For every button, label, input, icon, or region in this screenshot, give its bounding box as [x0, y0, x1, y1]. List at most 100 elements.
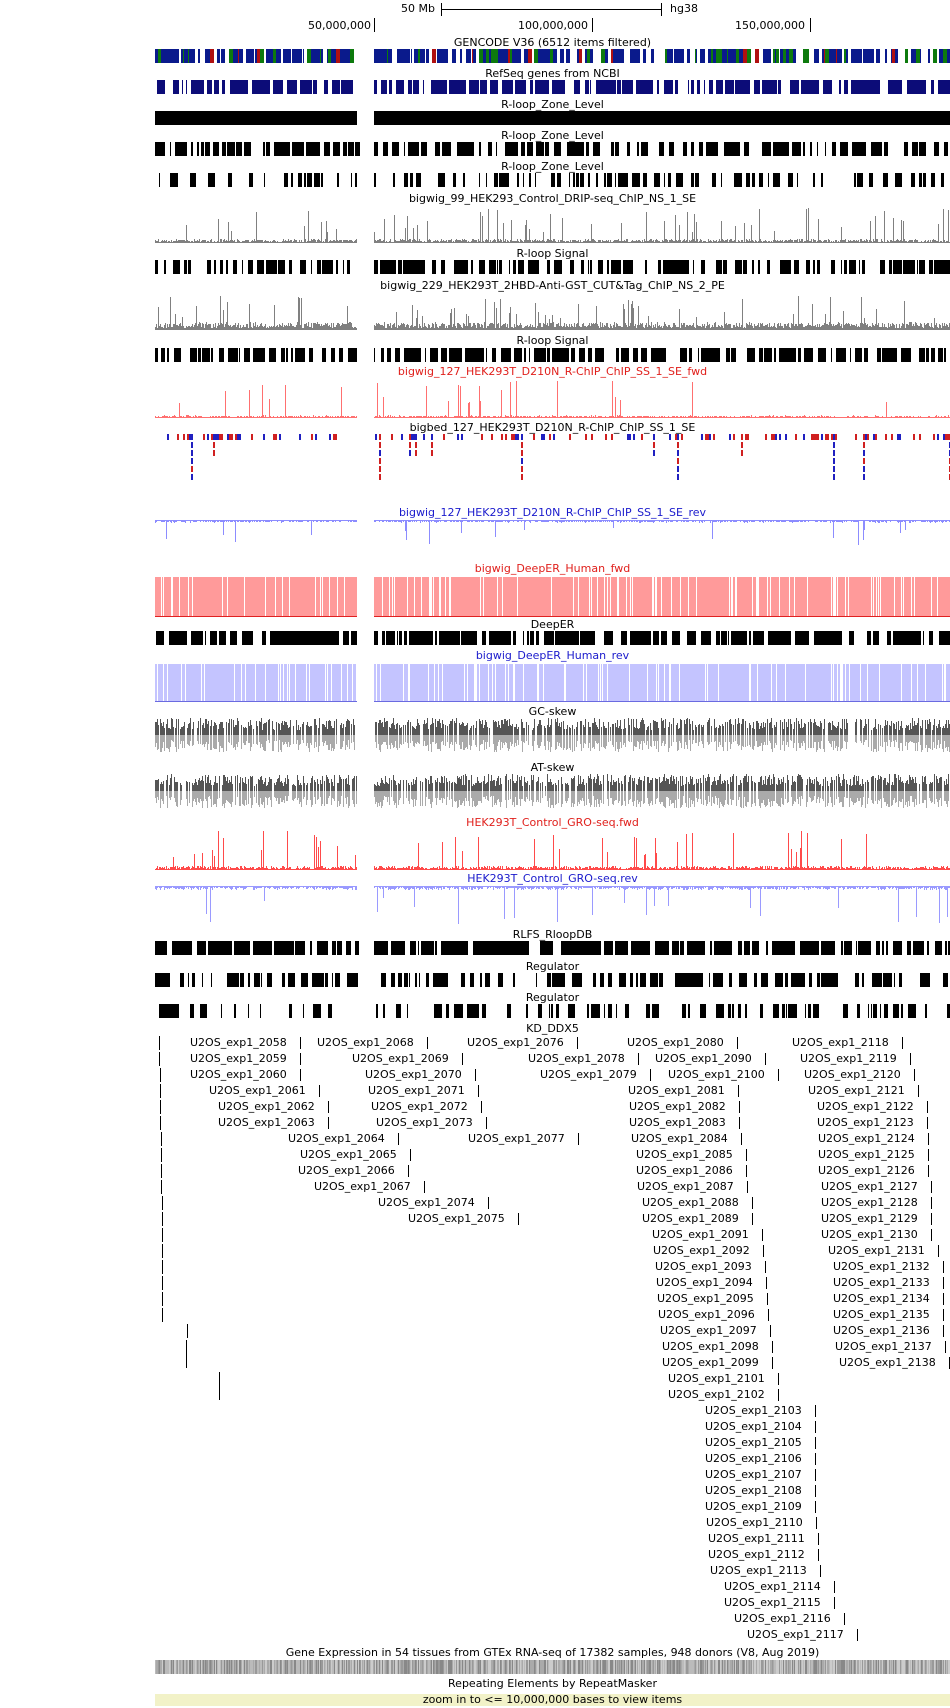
- gencode-gene: [481, 49, 483, 63]
- rchip-rev-bar: [582, 520, 583, 522]
- rloop-signal-feature: [708, 348, 712, 362]
- drip-signal-bar: [939, 242, 940, 243]
- rchip-rev-bar: [424, 520, 425, 522]
- deeper-fwd-bar: [574, 577, 575, 617]
- track-title-gro-fwd[interactable]: HEK293T_Control_GRO-seq.fwd: [466, 816, 639, 829]
- rchip-rev-bar: [562, 520, 563, 522]
- rloop-signal-2-track[interactable]: [155, 348, 946, 362]
- track-title-rloop-signal-2[interactable]: R-loop Signal: [516, 334, 589, 347]
- cut-signal-bar: [210, 324, 211, 330]
- rchip-rev-signal[interactable]: [155, 520, 950, 545]
- track-title-rloop-zone-2[interactable]: R-loop_Zone_Level: [501, 129, 604, 142]
- deeper-fwd-bar: [242, 577, 243, 617]
- rchip-rev-bar: [791, 520, 792, 522]
- deeper-fwd-bar: [410, 577, 411, 617]
- rloop-zone-2-track[interactable]: [155, 142, 948, 156]
- drip-signal-bar: [755, 240, 756, 243]
- rloop-zone-1-track[interactable]: [155, 111, 950, 125]
- drip-signal-bar: [520, 239, 521, 243]
- deeper-fwd-bar: [401, 577, 402, 617]
- gencode-gene: [611, 49, 613, 63]
- rchip-fwd-bar: [855, 417, 856, 418]
- deeper-fwd-bar: [191, 577, 192, 617]
- track-title-kd-ddx5[interactable]: KD_DDX5: [526, 1022, 579, 1035]
- cut-signal-bar: [762, 323, 763, 330]
- track-title-rloop-zone-3[interactable]: R-loop_Zone_Level: [501, 160, 604, 173]
- drip-signal-bar: [426, 242, 427, 243]
- drip-signal-bar: [705, 241, 706, 243]
- rchip-rev-bar: [326, 520, 327, 522]
- rchip-fwd-bar: [331, 417, 332, 418]
- rchip-fwd-bar: [527, 416, 528, 418]
- rchip-rev-bar: [679, 520, 680, 521]
- cut-signal-bar: [672, 327, 673, 330]
- cut-signal-bar: [378, 323, 379, 330]
- rloop-signal-feature: [454, 260, 457, 274]
- track-title-gc-skew[interactable]: GC-skew: [528, 705, 577, 718]
- track-title-regulator-1[interactable]: Regulator: [525, 960, 580, 973]
- track-title-deeper-rev[interactable]: bigwig_DeepER_Human_rev: [475, 649, 630, 662]
- track-title-deeper[interactable]: DeepER: [530, 618, 575, 631]
- rchip-rev-bar: [273, 520, 274, 521]
- rchip-rev-bar: [409, 520, 410, 522]
- track-title-repeatmasker[interactable]: Repeating Elements by RepeatMasker: [448, 1677, 657, 1690]
- track-title-at-skew[interactable]: AT-skew: [530, 761, 575, 774]
- track-title-rlfs[interactable]: RLFS_RloopDB: [512, 928, 593, 941]
- deeper-fwd-signal[interactable]: [155, 577, 950, 617]
- rloop-zone-feature: [159, 173, 160, 187]
- rchip-fwd-bar: [173, 416, 174, 418]
- track-title-drip-99[interactable]: bigwig_99_HEK293_Control_DRIP-seq_ChIP_N…: [408, 192, 697, 205]
- track-title-gtex[interactable]: Gene Expression in 54 tissues from GTEx …: [285, 1646, 820, 1659]
- rchip-fwd-bar: [731, 417, 732, 418]
- deeper-fwd-bar: [611, 577, 612, 617]
- rchip-bed-track[interactable]: [167, 434, 950, 480]
- rchip-rev-bar: [503, 520, 504, 521]
- rchip-rev-bar: [934, 520, 935, 522]
- track-title-cut-229[interactable]: bigwig_229_HEK293T_2HBD-Anti-GST_CUT&Tag…: [380, 279, 725, 292]
- track-title-refseq[interactable]: RefSeq genes from NCBI: [485, 67, 620, 80]
- track-title-rchip-fwd[interactable]: bigwig_127_HEK293T_D210N_R-ChIP_ChIP_SS_…: [397, 365, 708, 378]
- drip-99-signal[interactable]: [155, 208, 950, 243]
- rchip-fwd-bar: [531, 417, 532, 418]
- rchip-fwd-signal[interactable]: [155, 381, 950, 418]
- rloop-zone-feature: [504, 173, 505, 187]
- cut-229-signal[interactable]: [155, 296, 950, 330]
- track-title-rloop-zone-1[interactable]: R-loop_Zone_Level: [501, 98, 604, 111]
- rloop-zone-3-track[interactable]: [159, 173, 944, 187]
- gencode-gene: [340, 49, 344, 63]
- track-title-gencode[interactable]: GENCODE V36 (6512 items filtered): [453, 36, 652, 49]
- rchip-fwd-bar: [296, 416, 297, 418]
- rchip-rev-bar: [157, 520, 158, 521]
- rloop-signal-feature: [600, 260, 602, 274]
- rchip-fwd-bar: [340, 416, 341, 418]
- deeper-fwd-bar: [283, 577, 284, 617]
- rchip-peak: [831, 434, 833, 440]
- deeper-fwd-bar: [795, 577, 796, 617]
- gencode-gene: [277, 49, 279, 63]
- track-title-deeper-fwd[interactable]: bigwig_DeepER_Human_fwd: [474, 562, 631, 575]
- rchip-fwd-bar: [334, 417, 335, 418]
- rchip-rev-bar: [766, 520, 767, 521]
- track-title-rchip-rev[interactable]: bigwig_127_HEK293T_D210N_R-ChIP_ChIP_SS_…: [398, 506, 707, 519]
- rloop-signal-feature: [514, 348, 517, 362]
- rchip-rev-bar: [350, 520, 351, 522]
- deeper-fwd-bar: [419, 577, 420, 617]
- refseq-gene: [778, 80, 781, 94]
- deeper-fwd-bar: [355, 577, 356, 617]
- track-title-gro-rev[interactable]: HEK293T_Control_GRO-seq.rev: [467, 872, 638, 885]
- rloop-signal-1-track[interactable]: [155, 260, 950, 274]
- refseq-track[interactable]: [157, 80, 950, 94]
- cut-signal-bar: [399, 326, 400, 330]
- drip-signal-bar: [559, 242, 560, 243]
- track-title-rchip-bed[interactable]: bigbed_127_HEK293T_D210N_R-ChIP_ChIP_SS_…: [409, 421, 696, 434]
- cut-signal-bar: [816, 327, 817, 330]
- gencode-track[interactable]: [155, 49, 950, 63]
- rchip-fwd-bar: [798, 417, 799, 418]
- track-title-rloop-signal-1[interactable]: R-loop Signal: [516, 247, 589, 260]
- rloop-zone-feature: [155, 142, 157, 156]
- drip-signal-bar: [540, 241, 541, 243]
- gencode-gene: [867, 49, 870, 63]
- rchip-fwd-bar: [437, 417, 438, 418]
- rchip-peak: [379, 450, 381, 456]
- track-title-regulator-2[interactable]: Regulator: [525, 991, 580, 1004]
